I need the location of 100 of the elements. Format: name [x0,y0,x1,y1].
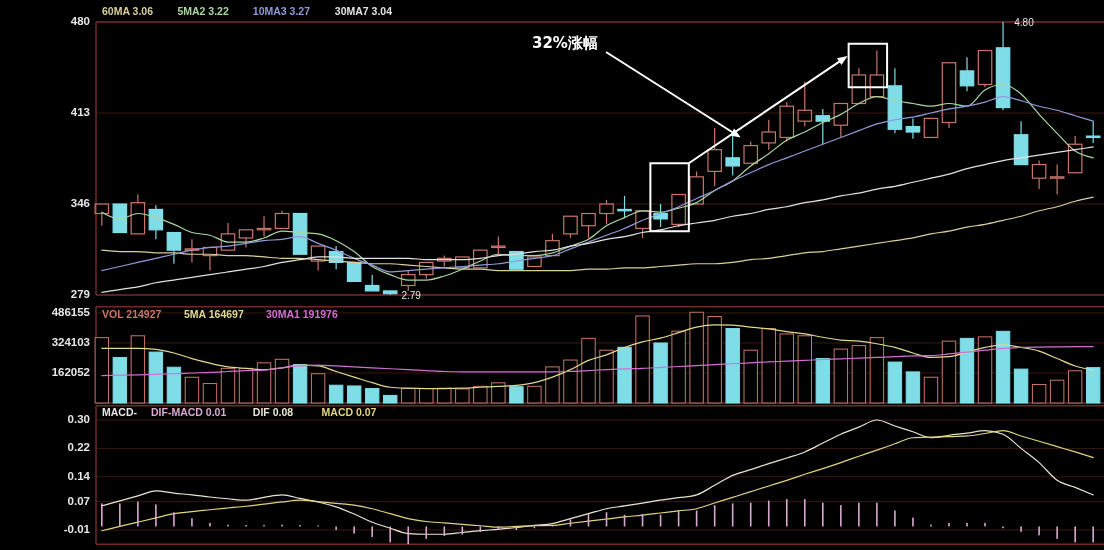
candlestick [346,261,362,283]
y-tick-label: 480 [70,15,90,28]
candlestick [274,210,290,230]
bar [995,330,1011,404]
candlestick [256,215,272,238]
bar [220,367,236,404]
bar [977,336,993,404]
bar [419,388,434,404]
annotation: 2.79 [401,290,422,301]
candlestick [1049,164,1065,196]
bar [346,385,362,404]
bar [130,335,146,404]
bar [383,394,398,404]
bar [1013,368,1029,404]
bar [707,316,722,404]
candlestick [923,117,939,139]
bar [563,359,578,404]
text: DIF 0.08 [252,406,294,418]
bar [833,348,849,404]
candlestick [130,193,146,235]
candlestick [184,238,200,263]
y-tick-label: 0.22 [67,441,90,454]
bar [184,376,200,404]
candlestick [959,56,975,92]
candlestick [238,229,254,249]
line-series [101,346,1094,377]
bar [725,328,740,404]
candlestick [851,67,867,105]
candlestick [995,21,1011,111]
bar [941,340,957,404]
candlestick [166,231,182,265]
bar [148,351,164,404]
text: 5MA2 3.22 [177,5,229,17]
candlestick [869,49,885,98]
bar [1049,379,1065,404]
bar [310,373,326,404]
bar [653,342,668,404]
candlestick [527,256,542,268]
bar [671,330,686,404]
bar [527,385,542,404]
legend-title: MACD- [102,406,138,418]
candlestick [473,249,488,269]
bar [364,388,380,404]
bar [1085,367,1101,404]
bar [743,349,758,404]
bar [112,356,128,404]
bar [545,366,560,404]
bar [238,367,254,404]
bar [869,337,885,404]
y-tick-label: -0.01 [63,523,91,536]
series-label: VOL 214927 [102,308,162,320]
bar [401,388,416,404]
candlestick [887,67,903,134]
text: 60MA 3.06 [102,5,154,17]
text: DIF-MACD 0.01 [151,406,227,418]
bar [887,361,903,404]
bar [599,349,614,404]
text: 5MA 164697 [184,308,244,320]
bar [635,315,650,404]
y-tick-label: 486155 [51,306,91,318]
y-tick-label: 0.14 [67,469,91,482]
bar [689,311,704,404]
bar [166,366,182,404]
candlestick [1031,159,1047,190]
y-tick-label: 0.30 [67,413,90,426]
bar [473,385,488,404]
annotation: 4.80 [1014,17,1035,28]
text: 10MA3 3.27 [252,5,311,17]
candlestick [941,62,957,129]
text: 30MA1 191976 [266,308,338,320]
candlestick [905,117,921,140]
line-series [101,146,1094,293]
y-tick-label: 346 [70,197,90,210]
bar [905,371,921,404]
candlestick [292,212,308,255]
bar [797,335,812,404]
bar [1067,370,1083,404]
text: MACD 0.07 [321,406,377,418]
text: 30MA7 3.04 [334,5,393,17]
bar [779,333,794,404]
annotation: 32%涨幅 [532,34,598,52]
bar [256,362,272,404]
candlestick [455,256,470,269]
bar [94,337,110,404]
bar [815,358,831,404]
bar [292,364,308,404]
y-tick-label: 413 [70,106,90,119]
candlestick [1013,120,1029,166]
line-series [101,324,1094,390]
bar [437,387,452,404]
bar [851,345,867,404]
bar [328,384,344,404]
bar [959,337,975,404]
candlestick [112,203,128,234]
bar [491,382,506,404]
bar [923,376,939,404]
y-tick-label: 0.07 [67,494,90,507]
bar [274,358,290,404]
candlestick [977,49,993,88]
bar [509,386,524,404]
